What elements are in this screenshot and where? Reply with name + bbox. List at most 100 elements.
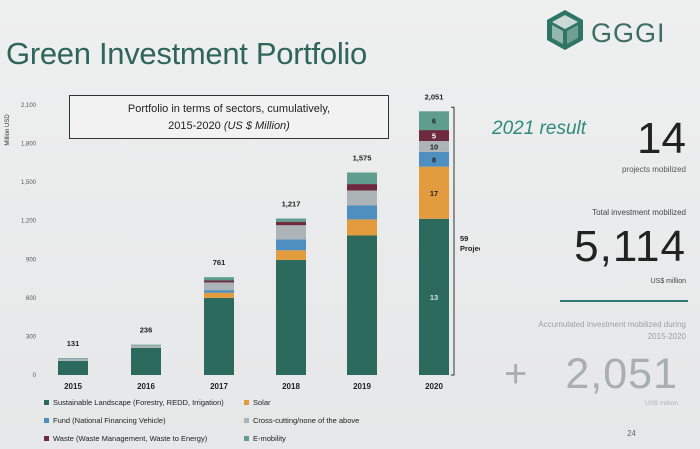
projects-bracket xyxy=(451,106,455,376)
chart-legend: Sustainable Landscape (Forestry, REDD, I… xyxy=(44,398,484,446)
legend-label: Sustainable Landscape (Forestry, REDD, I… xyxy=(53,398,224,407)
legend-swatch xyxy=(44,400,49,405)
bracket-count-label: 59 xyxy=(460,234,468,243)
bar-segment xyxy=(58,358,88,361)
annotation-line1: Portfolio in terms of sectors, cumulativ… xyxy=(127,103,331,115)
y-tick-label: 300 xyxy=(26,334,37,340)
total-investment-value: 5,114 xyxy=(574,222,686,271)
bar-segment xyxy=(131,344,161,346)
x-tick-label: 2017 xyxy=(210,382,228,391)
legend-item: Fund (National Financing Vehicle) xyxy=(44,416,166,425)
projects-value: 14 xyxy=(637,114,686,163)
results-panel: 2021 result 14 projects mobilized Total … xyxy=(480,100,700,449)
bar-segment xyxy=(204,297,234,375)
bar-segment xyxy=(131,348,161,375)
bar-segment xyxy=(276,239,306,251)
bar-segment xyxy=(419,218,449,375)
legend-label: Solar xyxy=(253,398,271,407)
bar-segment xyxy=(204,282,234,291)
stacked-bar-chart: Million USD 0 300 600 900 1,200 1,500 1,800 2,10… xyxy=(5,92,480,391)
projects-label: projects mobilized xyxy=(621,165,686,174)
x-tick-label: 2019 xyxy=(353,382,371,391)
bar-total-label: 236 xyxy=(140,326,153,335)
bar-total-label: 1,575 xyxy=(353,154,372,163)
y-tick-label: 2,100 xyxy=(21,103,37,109)
legend-item: Cross-cutting/none of the above xyxy=(244,416,359,425)
legend-label: Fund (National Financing Vehicle) xyxy=(53,416,166,425)
accumulated-label: Accumulated investment mobilized during … xyxy=(538,320,686,341)
bar-segment xyxy=(276,221,306,226)
result-label: 2021 result xyxy=(492,118,587,139)
y-tick-label: 1,500 xyxy=(21,180,37,186)
bar-segment xyxy=(276,225,306,240)
bar-segment xyxy=(204,292,234,298)
bar-total-label: 2,051 xyxy=(425,92,444,101)
x-tick-label: 2020 xyxy=(425,382,443,391)
y-tick-label: 900 xyxy=(26,257,37,263)
logo-text: GGGI xyxy=(591,18,666,48)
bar-total-label: 131 xyxy=(67,339,80,348)
legend-swatch xyxy=(244,418,249,423)
bar-segment xyxy=(204,280,234,283)
chart-annotation-box: Portfolio in terms of sectors, cumulativ… xyxy=(69,95,389,139)
bar-segment xyxy=(204,290,234,293)
legend-item: Waste (Waste Management, Waste to Energy… xyxy=(44,434,207,443)
bar-segment xyxy=(347,184,377,191)
annotation-years: 2015-2020 xyxy=(168,120,221,132)
bar-segment xyxy=(276,259,306,375)
bar-segment xyxy=(419,151,449,167)
y-tick-label: 1,200 xyxy=(21,219,37,225)
segment-value-label: 10 xyxy=(430,142,438,151)
legend-swatch xyxy=(244,436,249,441)
legend-item: Solar xyxy=(244,398,271,407)
segment-value-label: 6 xyxy=(432,117,436,126)
bar-segment xyxy=(276,250,306,260)
y-tick-label: 600 xyxy=(26,296,37,302)
total-investment-unit: US$ million xyxy=(650,278,686,285)
bar-total-label: 761 xyxy=(213,258,226,267)
x-tick-label: 2018 xyxy=(282,382,300,391)
legend-item: E-mobility xyxy=(244,434,286,443)
y-tick-label: 0 xyxy=(33,373,37,379)
y-axis-label: Million USD xyxy=(5,114,11,146)
accumulated-value: 2,051 xyxy=(565,350,678,398)
bar-segment xyxy=(347,172,377,185)
bar-total-label: 1,217 xyxy=(282,200,301,209)
legend-label: Waste (Waste Management, Waste to Energy… xyxy=(53,434,208,443)
page-title: Green Investment Portfolio xyxy=(6,36,367,71)
bar-segment xyxy=(419,130,449,141)
bar-segment xyxy=(347,235,377,375)
page-number: 24 xyxy=(627,429,636,438)
x-tick-label: 2016 xyxy=(137,382,155,391)
bar-segment xyxy=(419,166,449,219)
accumulated-unit: US$ million xyxy=(645,400,678,407)
segment-value-label: 8 xyxy=(432,155,436,164)
bar-segment xyxy=(276,218,306,222)
bar-segment xyxy=(131,345,161,348)
segment-value-label: 5 xyxy=(432,132,436,141)
total-investment-label: Total investment mobilized xyxy=(592,208,686,217)
legend-swatch xyxy=(244,400,249,405)
segment-value-label: 17 xyxy=(430,189,438,198)
legend-label: E-mobility xyxy=(253,434,286,443)
legend-swatch xyxy=(44,436,49,441)
x-tick-label: 2015 xyxy=(64,382,82,391)
annotation-line2: 2015-2020 (US $ Million) xyxy=(70,118,388,135)
legend-item: Sustainable Landscape (Forestry, REDD, I… xyxy=(44,398,224,407)
segment-value-label: 13 xyxy=(430,293,438,302)
annotation-unit: (US $ Million) xyxy=(223,120,290,132)
bracket-projects-label: Projects xyxy=(460,244,480,253)
bar-segment xyxy=(204,277,234,281)
bar-segment xyxy=(347,190,377,206)
legend-label: Cross-cutting/none of the above xyxy=(253,416,360,425)
bar-segment xyxy=(419,141,449,152)
y-tick-label: 1,800 xyxy=(21,142,37,148)
plus-sign: + xyxy=(504,352,528,396)
bar-segment xyxy=(347,205,377,220)
legend-swatch xyxy=(44,418,49,423)
divider xyxy=(560,300,688,302)
cube-logo-icon xyxy=(547,10,583,50)
bar-segment xyxy=(58,358,88,359)
bar-segment xyxy=(347,219,377,236)
